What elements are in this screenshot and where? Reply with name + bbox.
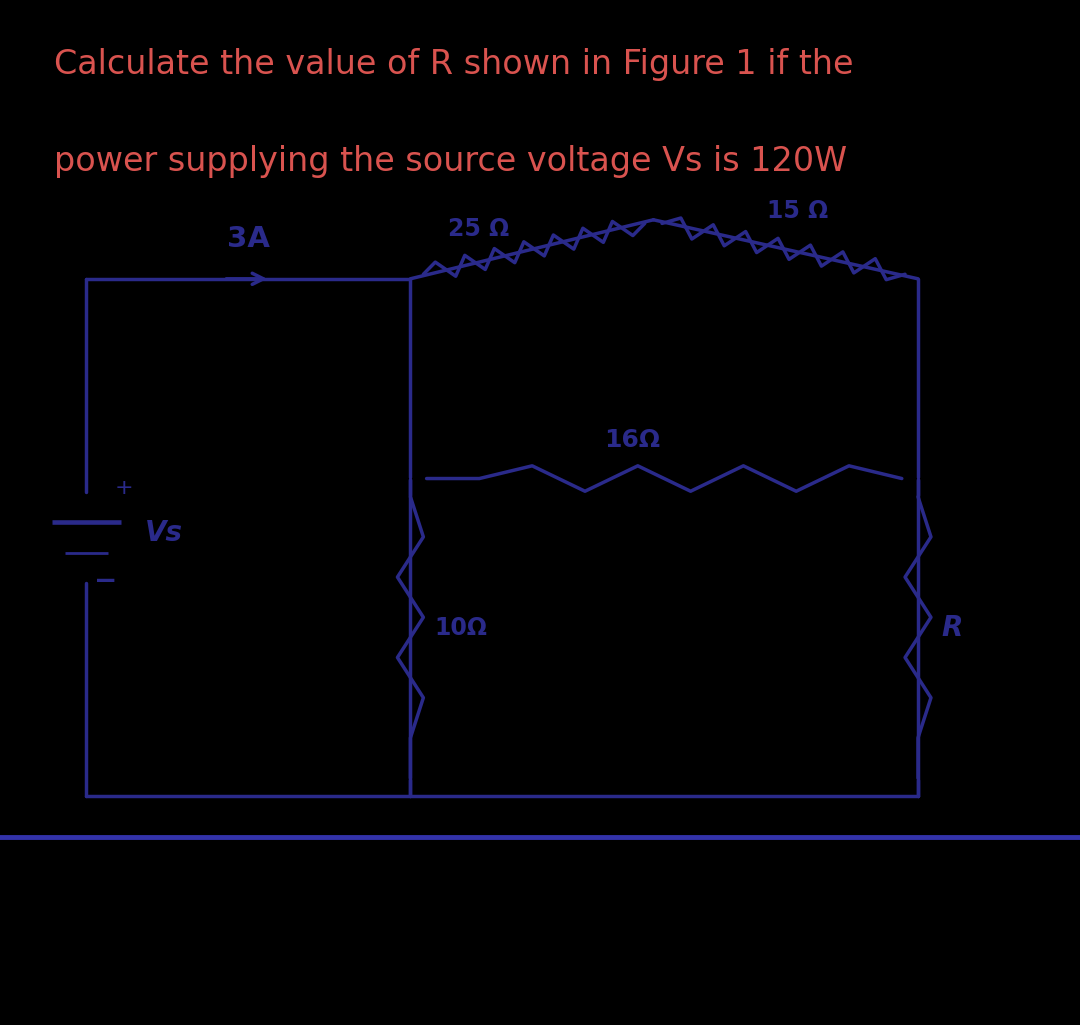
Text: Calculate the value of R shown in Figure 1 if the: Calculate the value of R shown in Figure… [54,48,853,81]
Text: +: + [114,478,134,497]
Text: 3A: 3A [227,226,270,253]
Text: power supplying the source voltage Vs is 120W: power supplying the source voltage Vs is… [54,145,847,178]
Text: 16Ω: 16Ω [604,428,660,452]
Text: R: R [942,614,963,643]
Text: Vs: Vs [145,519,184,547]
Text: 15 Ω: 15 Ω [767,199,828,222]
Text: 10Ω: 10Ω [434,616,487,641]
Text: −: − [94,567,118,596]
Text: 25 Ω: 25 Ω [448,217,510,241]
